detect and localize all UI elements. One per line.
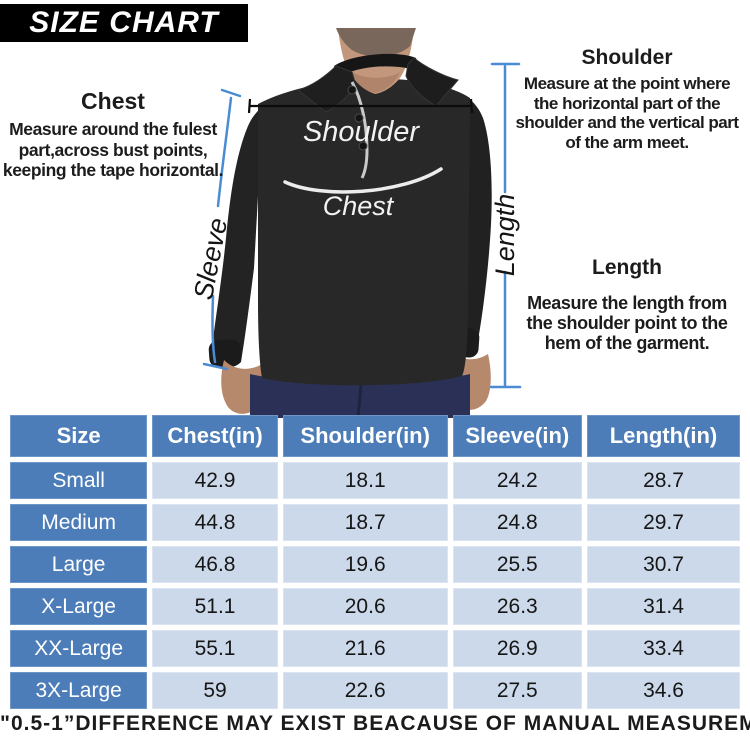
sleeve-measure-line — [202, 88, 242, 371]
placket — [347, 81, 369, 179]
value-cell: 33.4 — [587, 630, 740, 667]
value-cell: 44.8 — [152, 504, 278, 541]
value-cell: 30.7 — [587, 546, 740, 583]
column-header-shoulder: Shoulder(in) — [282, 415, 448, 457]
value-cell: 51.1 — [152, 588, 278, 625]
chest-annotation: Chest Measure around the fulest part,acr… — [0, 88, 226, 181]
value-cell: 24.2 — [452, 462, 583, 499]
value-cell: 59 — [152, 672, 278, 709]
value-cell: 55.1 — [152, 630, 278, 667]
length-annotation-line: Measure the length from — [527, 293, 727, 313]
chest-annotation-line: Measure around the fulest — [9, 119, 217, 139]
size-cell: Medium — [10, 504, 148, 541]
length-measure-line — [489, 62, 522, 389]
value-cell: 26.3 — [452, 588, 583, 625]
size-cell: 3X-Large — [10, 672, 148, 709]
size-table: Size Chest(in) Shoulder(in) Sleeve(in) L… — [10, 415, 740, 714]
table-row: Small 42.9 18.1 24.2 28.7 — [10, 462, 740, 499]
length-annotation-line: the shoulder point to the — [526, 313, 728, 333]
shoulder-annotation-line: shoulder and the vertical part — [515, 113, 739, 132]
shoulder-annotation-line: the horizontal part of the — [533, 93, 721, 113]
length-annotation: Length Measure the length from the shoul… — [506, 256, 748, 353]
value-cell: 34.6 — [587, 672, 740, 709]
shirt-body — [258, 78, 470, 386]
value-cell: 31.4 — [587, 588, 740, 625]
value-cell: 29.7 — [587, 504, 740, 541]
chest-annotation-line: part,across bust points, — [18, 139, 208, 160]
value-cell: 28.7 — [587, 462, 740, 499]
value-cell: 19.6 — [282, 546, 448, 583]
value-cell: 20.6 — [282, 588, 448, 625]
value-cell: 22.6 — [282, 672, 448, 709]
shoulder-annotation-line: of the arm meet. — [565, 132, 689, 152]
figure-label-chest: Chest — [322, 191, 394, 221]
length-annotation-line: hem of the garment. — [544, 333, 710, 353]
page-title: SIZE CHART — [0, 4, 248, 42]
value-cell: 26.9 — [452, 630, 583, 667]
collar — [296, 53, 459, 113]
table-row: Medium 44.8 18.7 24.8 29.7 — [10, 504, 740, 541]
table-header-row: Size Chest(in) Shoulder(in) Sleeve(in) L… — [10, 415, 740, 457]
figure-label-shoulder: Shoulder — [302, 116, 420, 148]
left-sleeve — [208, 92, 300, 368]
chest-measure-line — [283, 167, 443, 194]
size-cell: Small — [10, 462, 148, 499]
value-cell: 21.6 — [282, 630, 448, 667]
table-row: XX-Large 55.1 21.6 26.9 33.4 — [10, 630, 740, 667]
column-header-sleeve: Sleeve(in) — [452, 415, 583, 457]
column-header-chest: Chest(in) — [152, 415, 278, 457]
value-cell: 18.1 — [282, 462, 448, 499]
table-row: Large 46.8 19.6 25.5 30.7 — [10, 546, 740, 583]
value-cell: 42.9 — [152, 462, 278, 499]
shoulder-annotation: Shoulder Measure at the point where the … — [504, 46, 750, 152]
shoulder-annotation-heading: Shoulder — [581, 46, 673, 69]
value-cell: 27.5 — [452, 672, 583, 709]
value-cell: 24.8 — [452, 504, 583, 541]
chest-annotation-line: keeping the tape horizontal. — [2, 160, 224, 180]
shoulder-measure-line — [247, 98, 474, 114]
column-header-size: Size — [10, 415, 148, 457]
chest-annotation-heading: Chest — [81, 88, 145, 114]
size-cell: XX-Large — [10, 630, 148, 667]
column-header-length: Length(in) — [587, 415, 740, 457]
table-row: 3X-Large 59 22.6 27.5 34.6 — [10, 672, 740, 709]
model-figure-illustration — [202, 28, 522, 419]
size-cell: Large — [10, 546, 148, 583]
length-annotation-heading: Length — [592, 256, 662, 279]
value-cell: 18.7 — [282, 504, 448, 541]
shoulder-annotation-line: Measure at the point where — [523, 74, 731, 93]
value-cell: 25.5 — [452, 546, 583, 583]
value-cell: 46.8 — [152, 546, 278, 583]
pants — [250, 374, 470, 419]
size-cell: X-Large — [10, 588, 148, 625]
footnote: "0.5-1”DIFFERENCE MAY EXIST BEACAUSE OF … — [0, 712, 750, 735]
table-row: X-Large 51.1 20.6 26.3 31.4 — [10, 588, 740, 625]
